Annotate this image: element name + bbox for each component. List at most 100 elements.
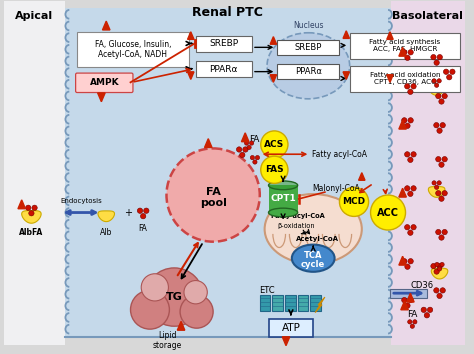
Circle shape <box>405 123 410 129</box>
Bar <box>196 36 252 52</box>
Circle shape <box>26 205 31 211</box>
Circle shape <box>411 224 416 230</box>
Text: cycle: cycle <box>301 259 325 269</box>
Circle shape <box>130 290 169 329</box>
Bar <box>277 64 339 79</box>
Circle shape <box>436 156 441 162</box>
Circle shape <box>413 320 417 324</box>
Circle shape <box>434 269 439 274</box>
Polygon shape <box>241 133 249 142</box>
Circle shape <box>437 55 442 60</box>
Text: AlbFA: AlbFA <box>19 228 44 237</box>
Circle shape <box>404 84 410 89</box>
Circle shape <box>421 307 427 313</box>
Circle shape <box>401 50 407 55</box>
Circle shape <box>436 229 441 235</box>
FancyBboxPatch shape <box>76 73 133 92</box>
Text: Endocytosis: Endocytosis <box>60 198 102 204</box>
Polygon shape <box>282 337 290 346</box>
Circle shape <box>141 274 168 301</box>
Circle shape <box>428 307 433 313</box>
Text: β-oxidation: β-oxidation <box>277 223 315 229</box>
Text: SREBP: SREBP <box>209 39 238 48</box>
Circle shape <box>405 303 410 308</box>
Text: FAS: FAS <box>265 165 283 174</box>
Text: Lipid
storage: Lipid storage <box>153 331 182 350</box>
Text: Fatty acyl-CoA: Fatty acyl-CoA <box>271 213 325 219</box>
Circle shape <box>245 141 249 145</box>
Polygon shape <box>428 85 445 95</box>
Circle shape <box>432 181 436 185</box>
Text: FA: FA <box>206 187 220 197</box>
Circle shape <box>408 258 413 264</box>
Circle shape <box>444 69 449 74</box>
Text: ACC: ACC <box>377 207 399 217</box>
Polygon shape <box>359 173 365 180</box>
Text: +: + <box>124 207 132 217</box>
Bar <box>196 61 252 78</box>
Circle shape <box>439 162 444 167</box>
Text: PPARα: PPARα <box>210 65 238 74</box>
Text: Fatty acid oxidation
CPT1, CD36, ACO: Fatty acid oxidation CPT1, CD36, ACO <box>370 73 440 85</box>
Circle shape <box>435 185 439 189</box>
Circle shape <box>250 155 255 160</box>
Circle shape <box>436 190 441 196</box>
Circle shape <box>434 122 439 128</box>
Bar <box>391 1 465 345</box>
Circle shape <box>29 211 34 216</box>
Bar <box>350 66 460 92</box>
Ellipse shape <box>267 33 350 99</box>
Polygon shape <box>22 211 41 223</box>
Circle shape <box>339 187 369 216</box>
Polygon shape <box>315 297 325 313</box>
Polygon shape <box>188 32 194 39</box>
Ellipse shape <box>264 194 362 264</box>
Bar <box>350 33 460 59</box>
Polygon shape <box>343 72 349 79</box>
Polygon shape <box>399 256 406 265</box>
Circle shape <box>166 148 260 242</box>
Text: FA: FA <box>407 310 418 319</box>
Text: FA: FA <box>139 224 147 233</box>
Text: CPT1: CPT1 <box>270 194 296 204</box>
Bar <box>77 32 189 67</box>
Polygon shape <box>343 31 349 38</box>
Polygon shape <box>98 211 115 222</box>
Circle shape <box>249 141 254 145</box>
Circle shape <box>401 258 407 264</box>
Circle shape <box>408 320 412 324</box>
Bar <box>260 295 271 311</box>
Text: CD36: CD36 <box>410 281 434 290</box>
Bar <box>273 295 283 311</box>
Circle shape <box>437 263 442 269</box>
Text: Acetyl-CoA: Acetyl-CoA <box>296 236 338 242</box>
Circle shape <box>434 288 439 293</box>
Circle shape <box>408 89 413 95</box>
Text: FA: FA <box>249 135 259 144</box>
Circle shape <box>145 268 203 326</box>
Text: Malonyl-CoA: Malonyl-CoA <box>313 184 360 193</box>
Bar <box>65 8 391 337</box>
Circle shape <box>440 288 446 293</box>
Text: PPARα: PPARα <box>295 67 322 76</box>
Circle shape <box>439 99 444 104</box>
Circle shape <box>371 195 406 230</box>
Circle shape <box>237 147 242 152</box>
Circle shape <box>434 60 439 65</box>
Circle shape <box>437 293 442 298</box>
Polygon shape <box>387 32 393 39</box>
Circle shape <box>408 157 413 162</box>
Polygon shape <box>401 301 408 310</box>
Text: ACS: ACS <box>264 140 284 149</box>
Circle shape <box>140 213 146 219</box>
Text: Renal PTC: Renal PTC <box>192 6 263 19</box>
Circle shape <box>440 122 446 128</box>
Bar <box>285 295 296 311</box>
Circle shape <box>408 50 413 55</box>
Circle shape <box>239 152 245 158</box>
Circle shape <box>432 79 436 83</box>
Circle shape <box>261 131 288 158</box>
Bar <box>268 185 298 212</box>
Circle shape <box>435 262 439 267</box>
Polygon shape <box>270 37 277 44</box>
